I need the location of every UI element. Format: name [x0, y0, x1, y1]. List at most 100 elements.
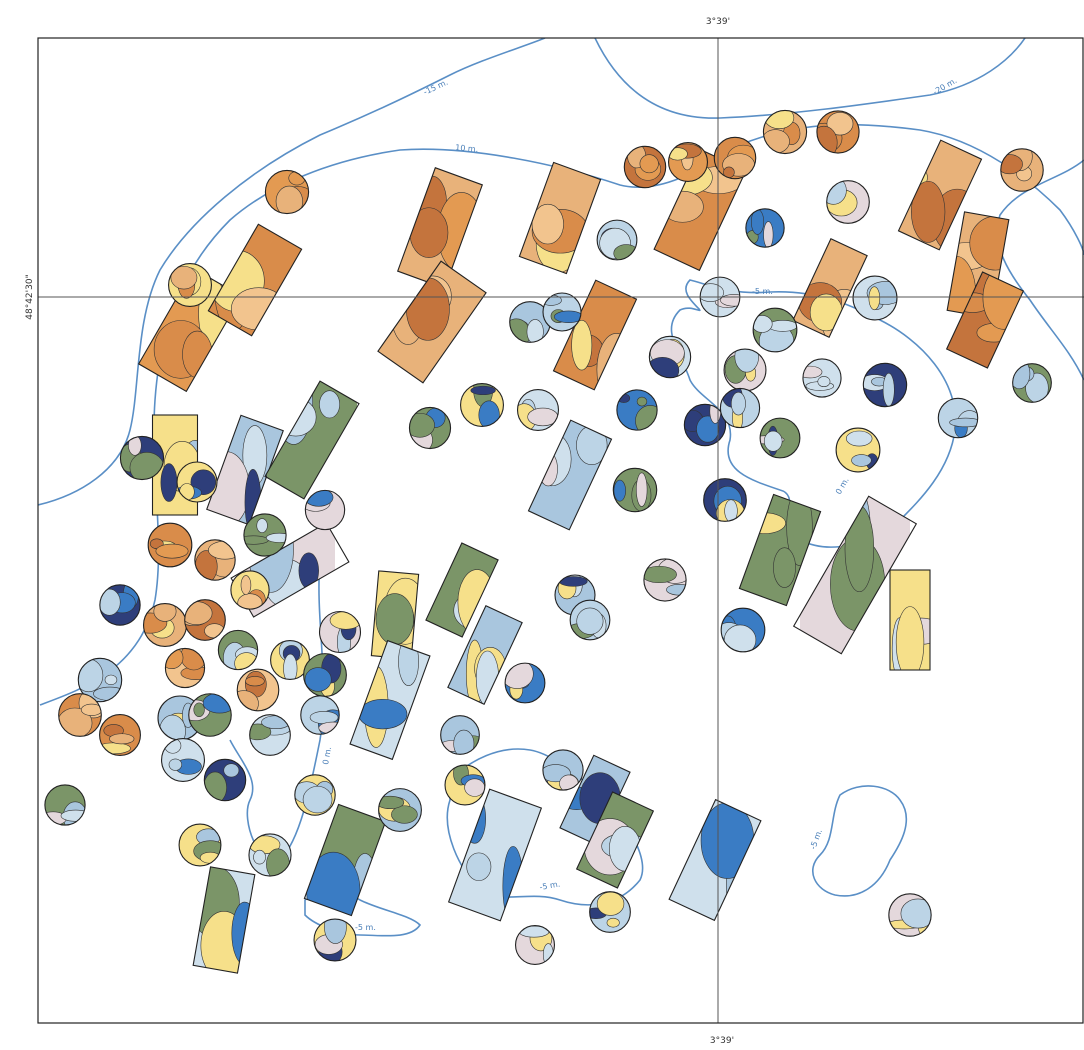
contour-label: -5 m.	[355, 923, 376, 932]
patch-zone	[735, 340, 759, 372]
map: -15 m. 10 m. -20 m. -5 m. 0 m. 0 m. -5 m…	[0, 0, 1084, 1050]
survey-sample	[617, 390, 665, 436]
patch-zone	[324, 911, 346, 943]
patch-zone	[869, 287, 880, 310]
patch-zone	[99, 589, 121, 615]
patch-zone	[1009, 359, 1030, 389]
sample-fill	[501, 659, 545, 703]
survey-sample	[724, 340, 766, 390]
survey-sample	[613, 468, 656, 511]
patch-zone	[911, 181, 945, 242]
sample-fill	[161, 642, 212, 687]
patch-zone	[752, 315, 772, 332]
survey-sample	[682, 399, 726, 446]
sample-fill	[997, 142, 1043, 191]
survey-sample	[717, 608, 765, 655]
patch-zone	[161, 647, 184, 669]
survey-sample	[668, 143, 708, 182]
patch-zone	[257, 519, 268, 533]
sample-fill	[301, 696, 348, 739]
survey-sample	[761, 107, 806, 154]
patch-zone	[238, 536, 269, 544]
contour-label: -15 m.	[422, 78, 449, 97]
patch-zone	[359, 699, 407, 729]
sample-fill	[798, 359, 841, 397]
patch-zone	[61, 810, 90, 821]
survey-sample	[714, 137, 759, 178]
survey-sample	[161, 642, 212, 687]
sample-fill	[249, 834, 291, 880]
patch-zone	[662, 191, 704, 222]
patch-zone	[465, 779, 485, 797]
survey-sample	[204, 759, 246, 803]
coordinate-label: 3°39'	[706, 17, 730, 27]
patch-zone	[319, 722, 347, 734]
survey-sample	[938, 398, 982, 438]
strip-fill	[135, 220, 245, 440]
survey-sample	[133, 601, 186, 646]
survey-sample	[516, 926, 555, 966]
patch-zone	[846, 431, 872, 446]
patch-zone	[105, 675, 117, 685]
sample-fill	[646, 336, 691, 383]
coordinate-label: 48°42'30"	[25, 274, 35, 319]
survey-sample	[501, 659, 545, 703]
patch-zone	[614, 480, 626, 501]
patch-zone	[224, 764, 239, 777]
survey-sample	[461, 373, 504, 429]
patch-zone	[983, 267, 1024, 330]
contour-line	[813, 786, 907, 896]
patch-zone	[253, 850, 265, 864]
patch-zone	[637, 397, 647, 406]
patch-zone	[169, 759, 182, 771]
survey-sample	[304, 654, 347, 697]
patch-zone	[896, 607, 924, 679]
survey-sample	[265, 170, 313, 216]
patch-zone	[156, 544, 188, 558]
contour-label: 10 m.	[455, 143, 479, 154]
sample-fill	[717, 608, 765, 655]
contour-label: -20 m.	[932, 76, 959, 97]
strip-fill	[665, 750, 765, 970]
patch-zone	[307, 852, 360, 929]
patch-zone	[467, 853, 491, 881]
patch-zone	[527, 319, 543, 344]
sample-fill	[853, 276, 904, 320]
patch-zone	[764, 222, 774, 249]
patch-zone	[901, 899, 935, 928]
survey-sample	[314, 911, 356, 965]
survey-sample	[642, 557, 693, 601]
survey-sample	[585, 892, 630, 933]
survey-sample	[179, 824, 227, 866]
patch-zone	[970, 216, 1022, 270]
survey-sample	[746, 209, 784, 248]
patch-zone	[635, 405, 664, 436]
contour-label: -5 m.	[808, 828, 824, 851]
survey-sample	[405, 407, 450, 453]
survey-sample	[445, 762, 485, 805]
patch-zone	[154, 601, 176, 621]
patch-zone	[646, 357, 679, 383]
patch-zone	[810, 294, 842, 331]
survey-sample	[853, 276, 904, 320]
patch-zone	[883, 373, 894, 406]
patch-zone	[577, 608, 603, 635]
patch-zone	[194, 703, 205, 717]
patch-zone	[305, 668, 331, 692]
sample-fill	[439, 716, 486, 760]
sample-fill	[180, 600, 226, 641]
sample-fill	[682, 399, 726, 446]
patch-zone	[743, 513, 786, 534]
sample-fill	[720, 384, 759, 432]
sample-fill	[265, 170, 313, 216]
patch-zone	[845, 506, 874, 592]
patch-zone	[811, 126, 838, 159]
sample-fill	[820, 176, 869, 224]
map-body: -15 m. 10 m. -20 m. -5 m. 0 m. 0 m. -5 m…	[38, 38, 1084, 1023]
sample-fill	[761, 107, 806, 154]
survey-sample	[836, 428, 880, 472]
survey-sample	[807, 111, 859, 159]
patch-zone	[503, 319, 530, 349]
contour-label: -5 m.	[752, 287, 773, 296]
survey-sample	[229, 669, 279, 716]
